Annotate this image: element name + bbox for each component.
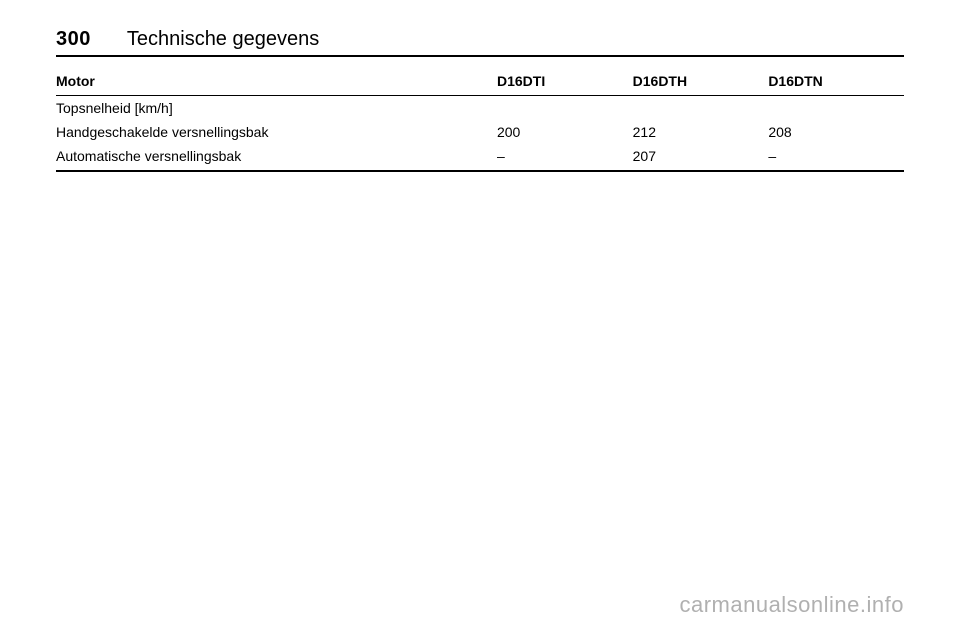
cell-value: – — [768, 144, 904, 171]
cell-value: – — [497, 144, 633, 171]
page: 300 Technische gegevens Motor D16DTI D16… — [0, 0, 960, 642]
cell-label: Handgeschakelde versnellingsbak — [56, 120, 497, 144]
cell-value: 200 — [497, 120, 633, 144]
col-header-d16dth: D16DTH — [633, 67, 769, 96]
table-row: Handgeschakelde versnellingsbak 200 212 … — [56, 120, 904, 144]
page-header: 300 Technische gegevens — [56, 28, 904, 57]
cell-label: Topsnelheid [km/h] — [56, 96, 497, 121]
cell-label: Automatische versnellingsbak — [56, 144, 497, 171]
page-number: 300 — [56, 28, 91, 51]
cell-value: 212 — [633, 120, 769, 144]
cell-value: 207 — [633, 144, 769, 171]
cell-value — [768, 96, 904, 121]
table-header-row: Motor D16DTI D16DTH D16DTN — [56, 67, 904, 96]
col-header-d16dti: D16DTI — [497, 67, 633, 96]
table-row: Automatische versnellingsbak – 207 – — [56, 144, 904, 171]
cell-value — [633, 96, 769, 121]
col-header-d16dtn: D16DTN — [768, 67, 904, 96]
cell-value: 208 — [768, 120, 904, 144]
section-title: Technische gegevens — [127, 28, 319, 51]
col-header-motor: Motor — [56, 67, 497, 96]
watermark-text: carmanualsonline.info — [679, 592, 904, 618]
specs-table: Motor D16DTI D16DTH D16DTN Topsnelheid [… — [56, 67, 904, 172]
cell-value — [497, 96, 633, 121]
table-row: Topsnelheid [km/h] — [56, 96, 904, 121]
